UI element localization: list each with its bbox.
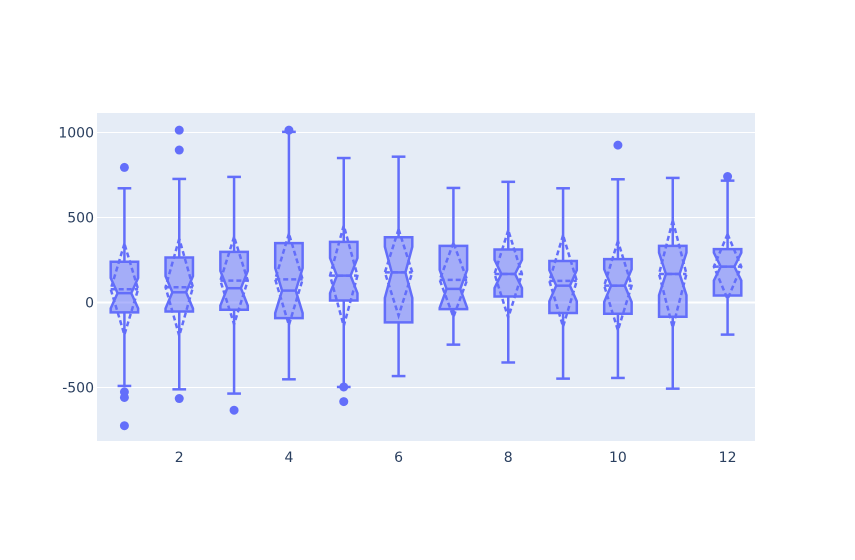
box-6 (383, 155, 414, 378)
y-tick-label: 0 (85, 295, 94, 311)
box-body (657, 244, 688, 319)
x-tick-label: 6 (394, 450, 403, 466)
box-11 (657, 176, 688, 390)
x-tick-label: 10 (609, 450, 627, 466)
sd-diamond (383, 225, 414, 320)
x-tick-label: 12 (719, 450, 737, 466)
box-10 (602, 140, 633, 380)
outlier-point (284, 125, 294, 135)
x-tick-label: 4 (284, 450, 293, 466)
plot-area (97, 113, 755, 441)
box-body (164, 256, 195, 313)
box-9 (548, 187, 579, 380)
outlier-point (119, 162, 129, 172)
box-3 (219, 175, 250, 415)
box-5 (328, 156, 359, 407)
box-4 (273, 125, 304, 381)
outlier-point (229, 405, 239, 415)
box-body (109, 260, 140, 314)
box-12 (712, 172, 743, 336)
box-2 (164, 125, 195, 404)
outlier-point (613, 140, 623, 150)
y-tick-label: -500 (62, 380, 94, 396)
box-body (438, 244, 469, 311)
x-tick-label: 8 (504, 450, 513, 466)
x-tick-label: 2 (175, 450, 184, 466)
outlier-point (174, 145, 184, 155)
y-tick-label: 1000 (58, 126, 94, 142)
box-body (383, 235, 414, 324)
sd-diamond (657, 220, 688, 328)
outlier-point (174, 394, 184, 404)
sd-diamond (328, 220, 359, 331)
outlier-point (723, 172, 733, 182)
box-body (712, 247, 743, 297)
outlier-point (119, 421, 129, 431)
box-8 (493, 180, 524, 364)
sd-diamond (438, 239, 469, 321)
sd-diamond (602, 236, 633, 335)
outlier-point (119, 392, 129, 402)
outlier-point (339, 397, 349, 407)
outlier-point (174, 125, 184, 135)
sd-diamond (219, 232, 250, 329)
box-body (328, 240, 359, 302)
sd-diamond (493, 226, 524, 322)
outlier-point (339, 382, 349, 392)
y-tick-label: 500 (67, 211, 94, 227)
sd-diamond (164, 233, 195, 341)
box-7 (438, 186, 469, 346)
box-1 (109, 162, 140, 431)
box-body (273, 241, 304, 320)
